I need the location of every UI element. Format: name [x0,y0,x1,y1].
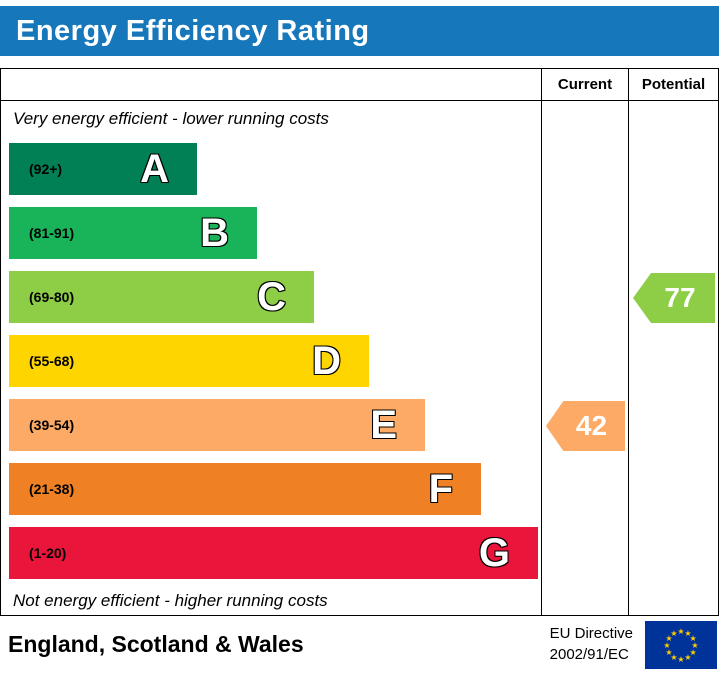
page-title: Energy Efficiency Rating [16,14,370,47]
svg-text:★: ★ [690,648,697,657]
potential-rating-value: 77 [664,282,696,313]
region-label: England, Scotland & Wales [8,631,304,657]
chart-header-row: Current Potential [1,69,718,101]
band-bar-a: (92+) A [9,143,197,195]
band-bar-c: (69-80) C [9,271,314,323]
footer: England, Scotland & Wales EU Directive 2… [0,616,719,673]
energy-efficiency-chart: Current Potential Very energy efficient … [0,68,719,616]
band-range-g: (1-20) [29,545,67,561]
current-column-divider [541,69,542,615]
band-row-e: (39-54) E [1,393,718,457]
band-letter-e: E [370,403,397,447]
band-letter-a: A [140,147,169,191]
svg-text:★: ★ [691,641,698,650]
eu-directive-line1: EU Directive [549,625,633,643]
svg-text:★: ★ [670,653,677,662]
band-letter-f: F [428,467,453,511]
band-letter-d: D [312,339,341,383]
svg-text:★: ★ [684,653,691,662]
band-bar-f: (21-38) F [9,463,481,515]
svg-text:★: ★ [677,655,684,664]
column-header-current: Current [557,76,613,93]
svg-text:★: ★ [665,634,672,643]
bottom-note: Not energy efficient - higher running co… [13,591,328,610]
band-bar-e: (39-54) E [9,399,425,451]
band-row-a: (92+) A [1,137,718,201]
band-range-c: (69-80) [29,289,75,305]
band-range-d: (55-68) [29,353,75,369]
band-row-g: (1-20) G [1,521,718,585]
band-row-d: (55-68) D [1,329,718,393]
band-letter-b: B [200,211,229,255]
svg-text:★: ★ [690,634,697,643]
band-bar-b: (81-91) B [9,207,257,259]
band-range-b: (81-91) [29,225,75,241]
top-note: Very energy efficient - lower running co… [13,109,329,128]
eu-directive-text: EU Directive 2002/91/EC [550,624,633,665]
band-row-b: (81-91) B [1,201,718,265]
band-bar-d: (55-68) D [9,335,369,387]
svg-text:★: ★ [684,628,691,637]
eu-directive-line2: 2002/91/EC [549,645,629,663]
svg-text:★: ★ [663,641,670,650]
band-row-f: (21-38) F [1,457,718,521]
svg-text:★: ★ [665,648,672,657]
eu-flag-icon: ★ ★ ★ ★ ★ ★ ★ ★ ★ ★ ★ ★ [645,620,717,669]
band-range-e: (39-54) [29,417,75,433]
band-range-a: (92+) [29,161,63,177]
svg-text:★: ★ [670,628,677,637]
band-letter-g: G [478,531,510,575]
potential-rating-arrow: 77 [633,273,715,323]
page-header: Energy Efficiency Rating [0,6,719,56]
band-letter-c: C [257,275,286,319]
band-row-c: (69-80) C [1,265,718,329]
current-rating-value: 42 [575,410,608,441]
band-bar-g: (1-20) G [9,527,538,579]
potential-column-divider [628,69,629,615]
column-header-potential: Potential [641,76,706,93]
band-range-f: (21-38) [29,481,75,497]
current-rating-arrow: 42 [546,401,625,451]
svg-text:★: ★ [677,627,684,636]
